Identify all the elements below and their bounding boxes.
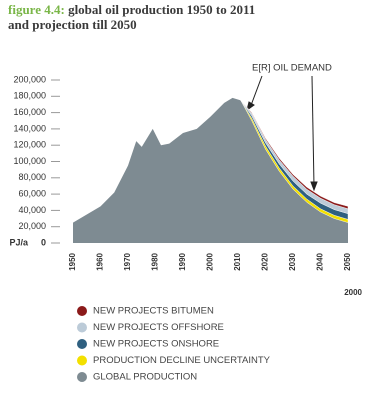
annotation: E[R] OIL DEMAND	[252, 63, 332, 74]
y-tick-label: 0	[41, 237, 46, 247]
y-tick-label: 60,000	[18, 188, 46, 198]
chart-title: figure 4.4: global oil production 1950 t…	[8, 2, 255, 17]
x-tick-label: 1950	[68, 252, 77, 270]
title-text: global oil production 1950 to 2011	[68, 2, 255, 17]
legend-swatch	[77, 372, 87, 382]
y-tick-label: 80,000	[18, 172, 46, 182]
area	[240, 100, 349, 210]
x-tick-label: 2050	[343, 252, 352, 270]
legend-swatch	[77, 339, 87, 349]
x-tick-label: 2010	[233, 252, 242, 270]
x-tick-label: 1960	[96, 252, 105, 270]
y-tick-label: 20,000	[18, 221, 46, 231]
chart-title-line2: and projection till 2050	[8, 17, 137, 32]
x-tick-label: 1990	[178, 252, 187, 270]
corner-label: 2000	[344, 288, 362, 297]
y-tick-label: 120,000	[13, 140, 46, 150]
x-tick-label: 1970	[123, 252, 132, 270]
y-tick-label: 200,000	[13, 74, 46, 84]
y-axis-label: PJ/a	[9, 237, 29, 247]
y-tick-label: 100,000	[13, 156, 46, 166]
x-tick-label: 2020	[261, 252, 270, 270]
legend-label: NEW PROJECTS BITUMEN	[93, 306, 214, 317]
x-tick-label: 2040	[316, 252, 325, 270]
legend-label: GLOBAL PRODUCTION	[93, 372, 197, 383]
area	[73, 97, 348, 244]
y-tick-label: 180,000	[13, 91, 46, 101]
legend-swatch	[77, 355, 87, 366]
legend-swatch	[77, 306, 87, 316]
legend-swatch	[77, 322, 87, 333]
y-tick-label: 160,000	[13, 107, 46, 117]
y-tick-label: 40,000	[18, 205, 46, 215]
x-tick-label: 2030	[288, 252, 297, 270]
legend-label: NEW PROJECTS ONSHORE	[93, 339, 219, 350]
annotation-arrows	[246, 75, 318, 192]
legend-label: PRODUCTION DECLINE UNCERTAINTY	[93, 355, 271, 366]
legend-label: NEW PROJECTS OFFSHORE	[93, 322, 224, 333]
y-tick-label: 140,000	[13, 123, 46, 133]
x-tick-label: 2000	[206, 252, 215, 270]
figure-label: figure 4.4:	[8, 2, 65, 17]
x-tick-label: 1980	[151, 252, 160, 270]
